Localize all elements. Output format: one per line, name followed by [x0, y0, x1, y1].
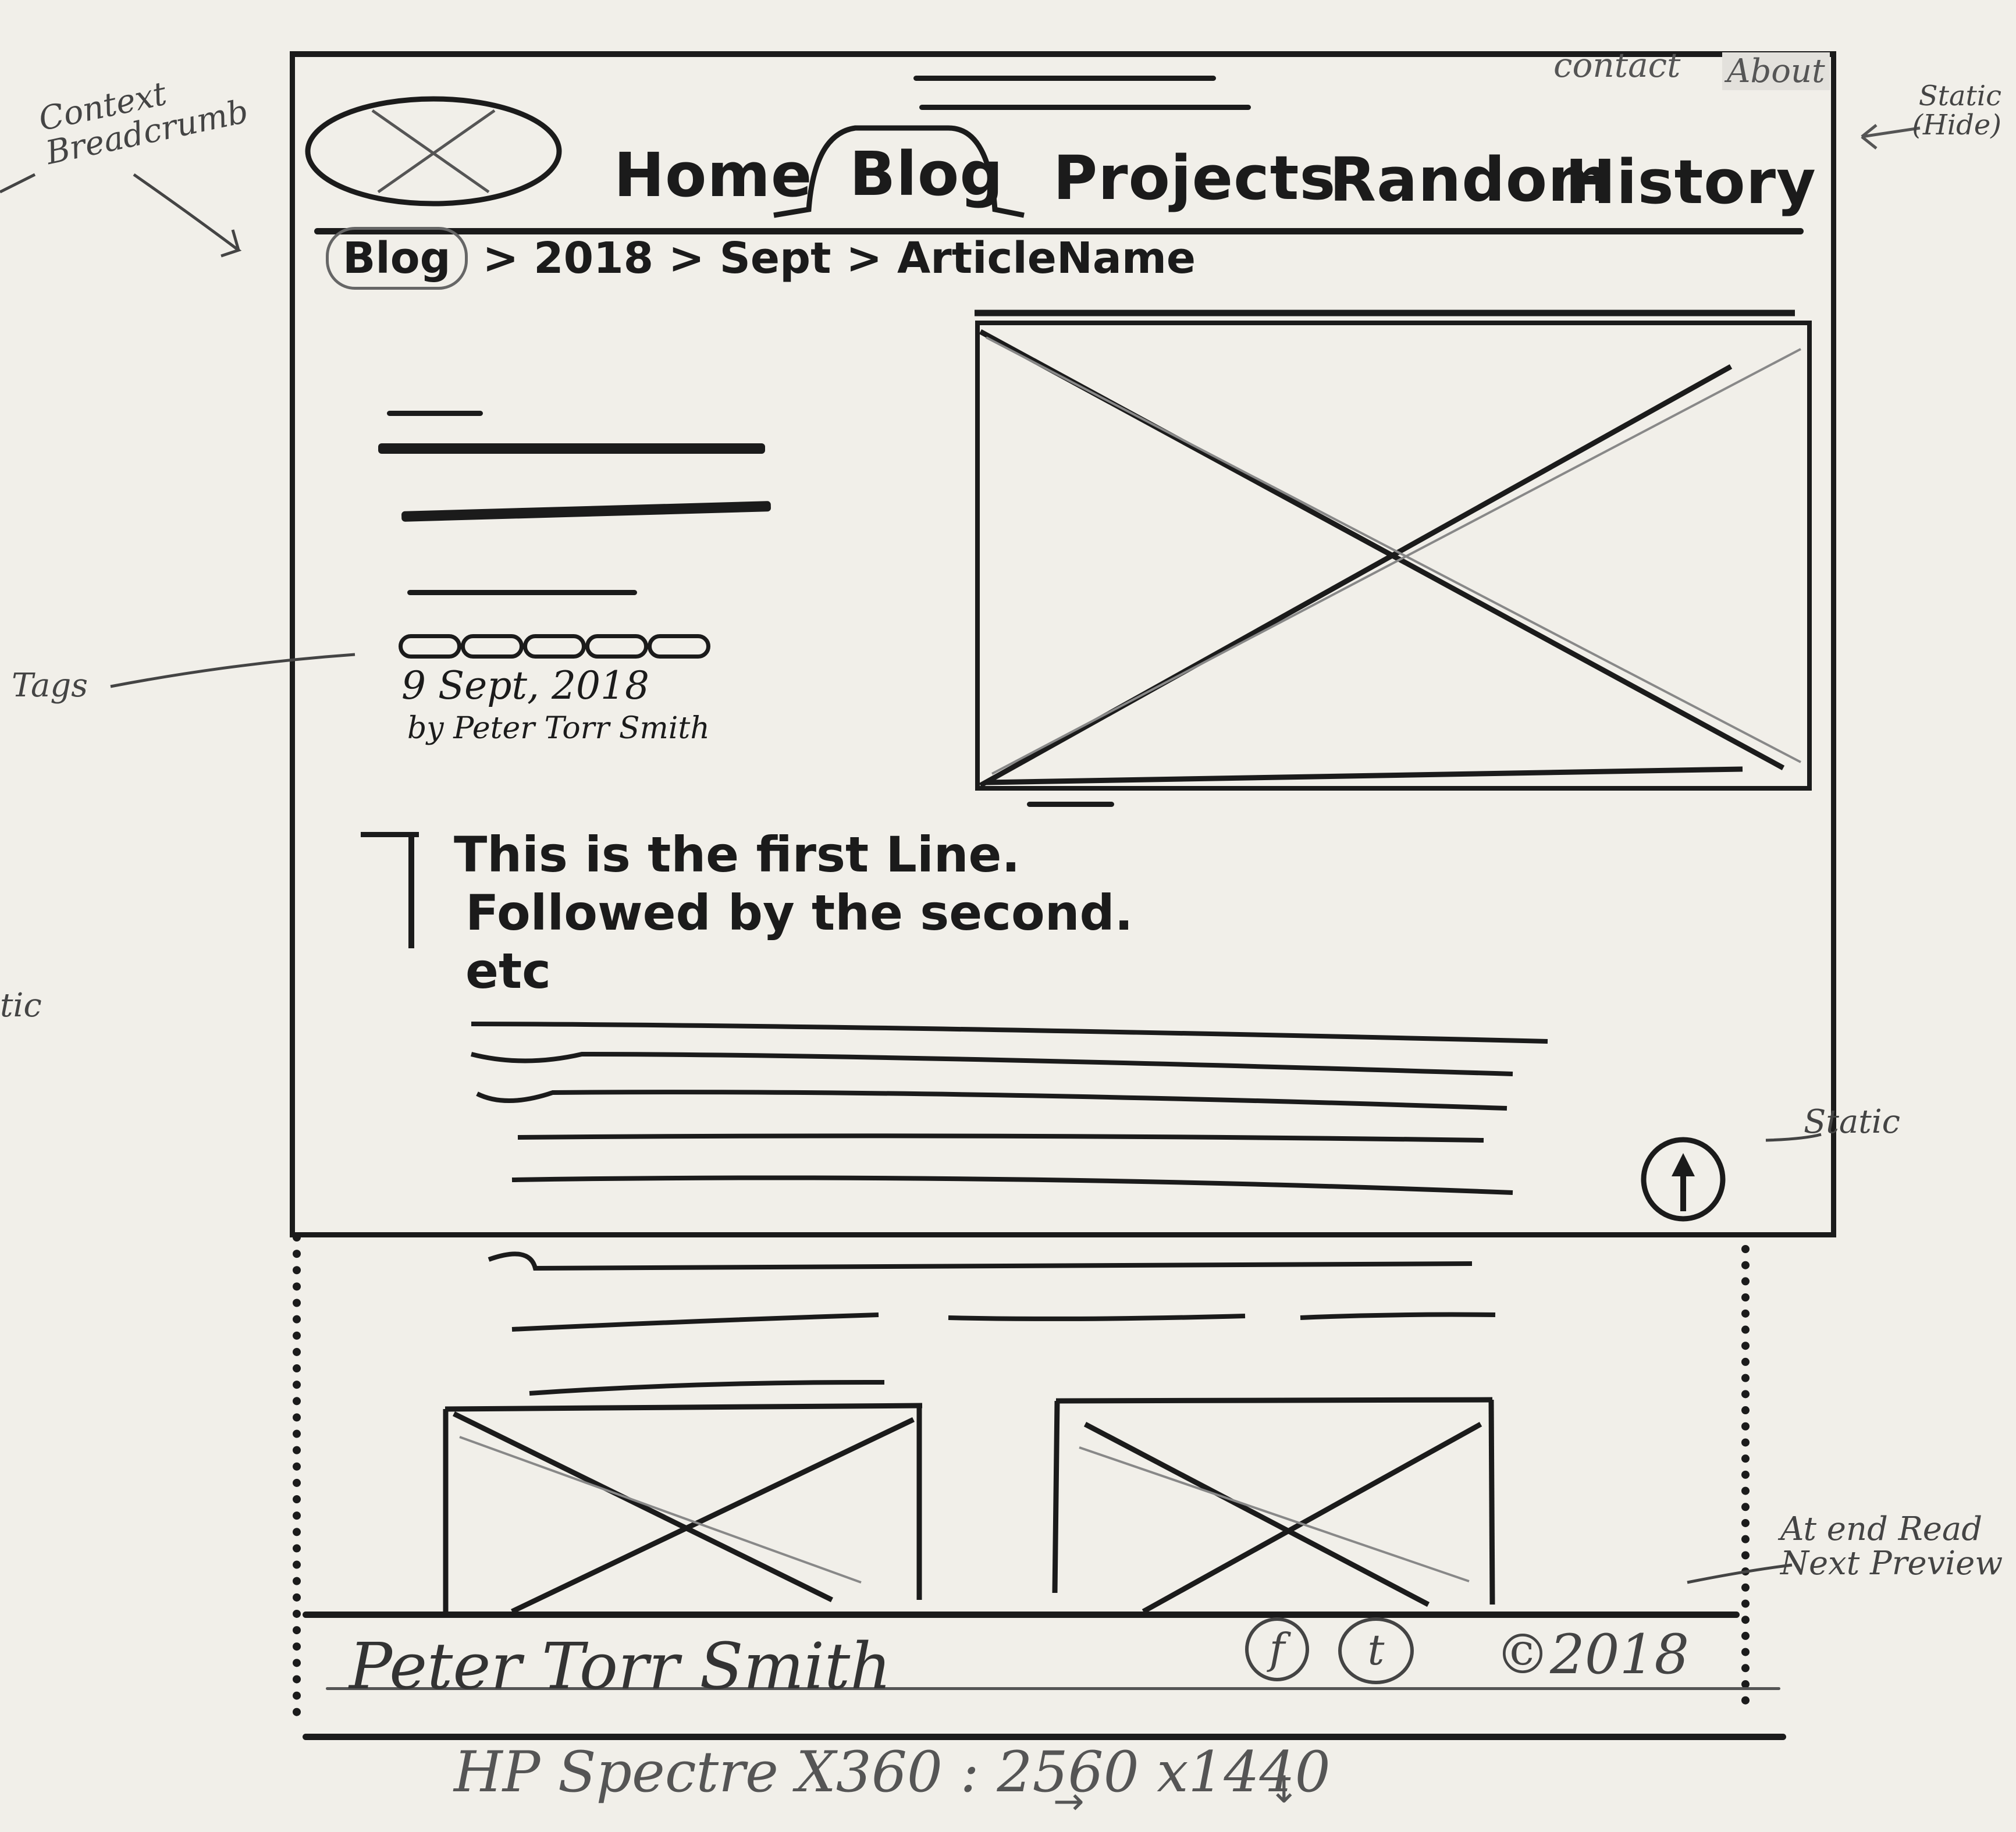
image-caption-line: [1027, 802, 1114, 807]
breadcrumb: Blog > 2018 > Sept > ArticleName: [326, 227, 1196, 290]
breadcrumb-separator: >: [482, 233, 519, 283]
footer-author-name: Peter Torr Smith: [349, 1629, 892, 1703]
tag-pill[interactable]: [523, 634, 586, 659]
tag-pill[interactable]: [399, 634, 461, 659]
breadcrumb-month[interactable]: Sept: [719, 233, 831, 283]
breadcrumb-article: ArticleName: [897, 233, 1196, 283]
nav-history[interactable]: History: [1565, 147, 1816, 218]
browser-viewport-frame: [290, 51, 1836, 1237]
annotation-at-end: At end Read Next Preview: [1780, 1510, 2003, 1582]
footer-underline: [326, 1687, 1780, 1690]
intro-line: This is the first Line.: [454, 826, 1021, 883]
nav-random[interactable]: Random: [1329, 144, 1612, 215]
read-next-card[interactable]: [442, 1402, 925, 1614]
nav-blog[interactable]: Blog: [849, 138, 1004, 209]
footer-bottom-rule: [303, 1734, 1786, 1740]
kicker-line: [387, 411, 483, 416]
read-next-card[interactable]: [1050, 1395, 1498, 1614]
intro-line: Followed by the second.: [465, 884, 1133, 941]
copyright: ©2018: [1495, 1623, 1690, 1687]
image-placeholder-icon: [975, 310, 1812, 791]
intro-line: etc: [465, 942, 551, 999]
annotation-static: Static: [1804, 1103, 1901, 1141]
twitter-icon: t: [1367, 1625, 1385, 1674]
article-author[interactable]: by Peter Torr Smith: [407, 711, 710, 746]
about-link[interactable]: About: [1722, 52, 1830, 90]
breadcrumb-blog[interactable]: Blog: [326, 227, 468, 290]
scroll-to-top-button[interactable]: [1640, 1136, 1727, 1223]
breadcrumb-separator: >: [846, 233, 883, 283]
tag-pill[interactable]: [648, 634, 710, 659]
article-date: 9 Sept, 2018: [401, 663, 649, 708]
active-tab-outline: [773, 125, 1025, 218]
facebook-link[interactable]: f: [1245, 1617, 1309, 1681]
breadcrumb-year[interactable]: 2018: [534, 233, 654, 283]
annotation-static-hide: Static (Hide): [1912, 80, 2001, 142]
subtitle-line: [407, 590, 637, 595]
twitter-link[interactable]: t: [1338, 1617, 1414, 1684]
arrow-up-icon: [1641, 1137, 1726, 1222]
arrow-right-icon: →: [1053, 1780, 1085, 1823]
footer-top-rule: [303, 1612, 1740, 1618]
arrow-down-icon: ↓: [1268, 1769, 1300, 1812]
hero-image: [975, 308, 1812, 797]
image-placeholder-icon: [443, 1403, 923, 1614]
image-placeholder-icon: [1052, 1397, 1495, 1614]
logo-placeholder-icon: [305, 96, 562, 207]
tag-pill[interactable]: [461, 634, 524, 659]
scroll-extent-right: [1741, 1245, 1750, 1705]
header-placeholder-line: [913, 76, 1216, 81]
header-placeholder-line: [919, 105, 1251, 110]
logo[interactable]: [303, 93, 564, 209]
annotation-tags: Tags: [12, 667, 88, 705]
nav-home[interactable]: Home: [614, 140, 813, 211]
tag-pill[interactable]: [585, 634, 648, 659]
title-line: [378, 443, 765, 454]
header-divider: [314, 228, 1804, 234]
contact-link[interactable]: contact: [1553, 45, 1681, 85]
scroll-extent-left: [293, 1233, 301, 1716]
drop-cap: [361, 826, 425, 948]
facebook-icon: f: [1269, 1624, 1285, 1673]
annotation-static-partial: tic: [0, 987, 42, 1025]
breadcrumb-separator: >: [668, 233, 705, 283]
device-resolution-note: HP Spectre X360 : 2560 x1440: [454, 1739, 1331, 1805]
nav-projects[interactable]: Projects: [1053, 143, 1336, 214]
